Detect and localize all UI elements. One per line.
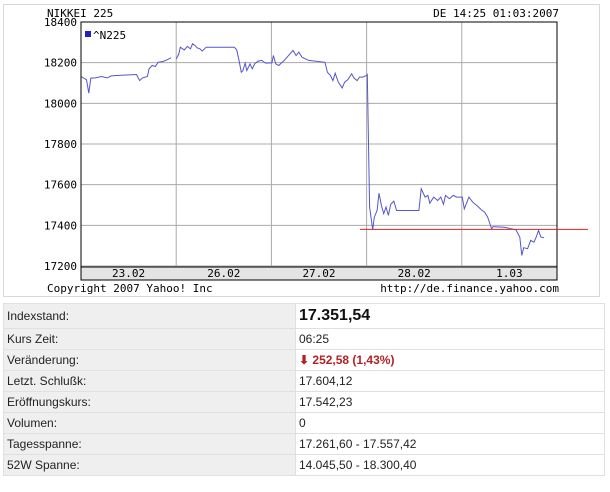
quote-row: Eröffnungskurs: 17.542,23 — [3, 391, 605, 413]
quote-label: Tagesspanne: — [3, 433, 296, 455]
quote-value: 06:25 — [295, 328, 605, 350]
chart-timestamp: DE 14:25 01:03:2007 — [433, 7, 559, 20]
x-tick-label: 26.02 — [207, 267, 240, 280]
quote-table: Indexstand: 17.351,54 Kurs Zeit: 06:25 Verän… — [3, 303, 605, 476]
quote-row: Volumen: 0 — [3, 412, 605, 434]
x-tick-label: 28.02 — [398, 267, 431, 280]
copyright: Copyright 2007 Yahoo! Inc — [47, 282, 213, 295]
quote-row: Tagesspanne: 17.261,60 - 17.557,42 — [3, 433, 605, 455]
change-value: 252,58 (1,43%) — [312, 353, 395, 367]
quote-label: Volumen: — [3, 412, 296, 434]
y-tick-label: 17200 — [44, 260, 77, 273]
quote-row: Indexstand: 17.351,54 — [3, 303, 605, 329]
quote-label: 52W Spanne: — [3, 454, 296, 476]
arrow-down-icon: ⬇ — [299, 353, 313, 367]
y-tick-label: 18000 — [44, 97, 77, 110]
quote-row: Veränderung: ⬇ 252,58 (1,43%) — [3, 349, 605, 371]
legend-swatch — [85, 31, 91, 37]
series-line — [175, 43, 545, 256]
plot-border — [80, 21, 558, 268]
series-line — [80, 57, 172, 94]
quote-label: Indexstand: — [3, 303, 296, 329]
quote-change: ⬇ 252,58 (1,43%) — [295, 349, 605, 371]
nikkei-chart: NIKKEI 225 DE 14:25 01:03:2007 18400 1820… — [44, 7, 588, 295]
y-tick-label: 17600 — [44, 179, 77, 192]
x-tick-label: 1.03 — [496, 267, 523, 280]
x-tick-label: 23.02 — [112, 267, 145, 280]
quote-label: Letzt. Schlußk: — [3, 370, 296, 392]
quote-row: Kurs Zeit: 06:25 — [3, 328, 605, 350]
legend-label: ^N225 — [93, 29, 126, 42]
quote-label: Veränderung: — [3, 349, 296, 371]
quote-row: Letzt. Schlußk: 17.604,12 — [3, 370, 605, 392]
y-tick-label: 17800 — [44, 138, 77, 151]
y-tick-label: 17400 — [44, 219, 77, 232]
x-tick-label: 27.02 — [302, 267, 335, 280]
quote-label: Kurs Zeit: — [3, 328, 296, 350]
quote-value: 17.542,23 — [295, 391, 605, 413]
source-link[interactable]: http://de.finance.yahoo.com — [380, 282, 559, 295]
quote-value: 17.351,54 — [295, 303, 605, 329]
chart-title: NIKKEI 225 — [47, 7, 113, 20]
y-tick-label: 18400 — [44, 16, 77, 29]
quote-value: 14.045,50 - 18.300,40 — [295, 454, 605, 476]
quote-value: 17.604,12 — [295, 370, 605, 392]
chart-frame — [3, 4, 600, 297]
quote-label: Eröffnungskurs: — [3, 391, 296, 413]
quote-value: 17.261,60 - 17.557,42 — [295, 433, 605, 455]
quote-row: 52W Spanne: 14.045,50 - 18.300,40 — [3, 454, 605, 476]
y-tick-label: 18200 — [44, 57, 77, 70]
quote-value: 0 — [295, 412, 605, 434]
